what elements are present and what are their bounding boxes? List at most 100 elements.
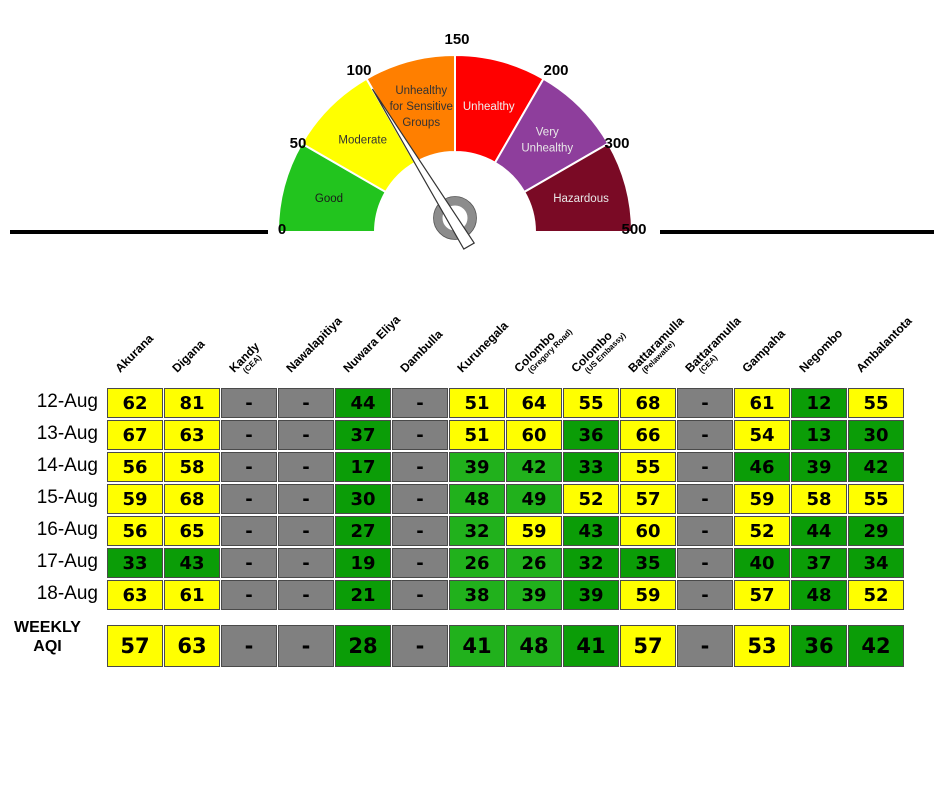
gauge-label-3: Unhealthy [463, 101, 515, 113]
aqi-cell: - [677, 548, 733, 578]
aqi-cell: 55 [563, 388, 619, 418]
aqi-cell: 52 [563, 484, 619, 514]
aqi-cell: 43 [563, 516, 619, 546]
date-label: 12-Aug [36, 391, 98, 412]
date-label: 13-Aug [36, 423, 98, 444]
aqi-cell: 43 [164, 548, 220, 578]
aqi-cell: - [221, 452, 277, 482]
station-name: Ambalantota [853, 313, 915, 376]
aqi-cell: 51 [449, 420, 505, 450]
aqi-cell: 61 [164, 580, 220, 610]
aqi-cell: 59 [107, 484, 163, 514]
aqi-cell: - [677, 484, 733, 514]
date-label: 15-Aug [36, 487, 98, 508]
aqi-cell: - [221, 484, 277, 514]
aqi-cell: 39 [563, 580, 619, 610]
aqi-cell: - [677, 452, 733, 482]
gauge-tick-label: 200 [543, 62, 568, 79]
aqi-cell: 66 [620, 420, 676, 450]
station-name: Dambulla [397, 327, 446, 376]
station-header: Akurana [112, 331, 157, 376]
aqi-cell: 30 [335, 484, 391, 514]
aqi-cell: 19 [335, 548, 391, 578]
station-header: Digana [169, 336, 208, 376]
station-header: Gampaha [739, 326, 788, 376]
aqi-cell: 55 [620, 452, 676, 482]
station-name: Battaramulla [625, 313, 687, 376]
aqi-cell: - [221, 388, 277, 418]
aqi-cell: 61 [734, 388, 790, 418]
weekly-aqi-cell: - [392, 625, 448, 667]
date-label: 17-Aug [36, 551, 98, 572]
aqi-cell: 46 [734, 452, 790, 482]
aqi-cell: 52 [848, 580, 904, 610]
aqi-cell: 44 [791, 516, 847, 546]
weekly-aqi-cell: 53 [734, 625, 790, 667]
left-divider-line [10, 230, 268, 234]
aqi-cell: 40 [734, 548, 790, 578]
gauge-hub-outline [433, 196, 477, 240]
aqi-cell: - [278, 388, 334, 418]
station-header: Kandy (CEA) [226, 339, 268, 381]
aqi-cell: - [221, 580, 277, 610]
aqi-cell: - [221, 420, 277, 450]
aqi-cell: 65 [164, 516, 220, 546]
gauge-hub-ring [433, 196, 477, 240]
gauge-label-5: Hazardous [553, 193, 609, 205]
aqi-cell: 55 [848, 388, 904, 418]
aqi-cell: - [278, 420, 334, 450]
right-divider-line [660, 230, 934, 234]
gauge-needle [371, 88, 476, 250]
weekly-aqi-cell: - [677, 625, 733, 667]
station-name: Akurana [112, 331, 157, 376]
station-header: Battaramulla (CEA) [682, 314, 749, 381]
gauge-label-2: Unhealthy for Sensitive Groups [390, 85, 453, 129]
aqi-cell: 39 [791, 452, 847, 482]
station-name: Digana [169, 336, 208, 376]
aqi-cell: 54 [734, 420, 790, 450]
aqi-cell: - [278, 484, 334, 514]
aqi-cell: 36 [563, 420, 619, 450]
aqi-cell: 32 [563, 548, 619, 578]
aqi-cell: 32 [449, 516, 505, 546]
aqi-cell: 49 [506, 484, 562, 514]
gauge-tick-label: 50 [290, 135, 307, 152]
station-header: Battaramulla (Pelawatte) [625, 313, 692, 381]
gauge-tick-label: 0 [278, 221, 286, 238]
station-name: Nuwara Eliya [340, 312, 404, 376]
aqi-cell: 42 [848, 452, 904, 482]
aqi-cell: 12 [791, 388, 847, 418]
weekly-aqi-cell: - [221, 625, 277, 667]
aqi-cell: - [392, 548, 448, 578]
aqi-cell: 81 [164, 388, 220, 418]
station-header: Kurunegala [454, 319, 511, 376]
aqi-cell: 60 [620, 516, 676, 546]
aqi-cell: 64 [506, 388, 562, 418]
aqi-cell: 29 [848, 516, 904, 546]
weekly-aqi-cell: 57 [107, 625, 163, 667]
aqi-cell: 52 [734, 516, 790, 546]
aqi-cell: - [221, 516, 277, 546]
aqi-cell: - [392, 452, 448, 482]
aqi-cell: 34 [848, 548, 904, 578]
aqi-cell: 56 [107, 516, 163, 546]
aqi-cell: - [677, 420, 733, 450]
weekly-aqi-cell: 63 [164, 625, 220, 667]
weekly-aqi-cell: 28 [335, 625, 391, 667]
station-name: Nawalapitiya [283, 313, 345, 376]
aqi-cell: 57 [734, 580, 790, 610]
gauge-tick-label: 100 [346, 62, 371, 79]
aqi-cell: - [392, 580, 448, 610]
aqi-cell: 38 [449, 580, 505, 610]
gauge-tick-label: 150 [444, 31, 469, 48]
gauge-label-0: Good [315, 193, 343, 205]
weekly-label-line1: WEEKLY [14, 619, 81, 636]
aqi-cell: - [392, 388, 448, 418]
weekly-aqi-cell: 41 [563, 625, 619, 667]
aqi-cell: 17 [335, 452, 391, 482]
aqi-cell: 59 [620, 580, 676, 610]
aqi-cell: 68 [620, 388, 676, 418]
aqi-cell: 59 [506, 516, 562, 546]
station-name: Gampaha [739, 326, 788, 376]
aqi-cell: 39 [506, 580, 562, 610]
